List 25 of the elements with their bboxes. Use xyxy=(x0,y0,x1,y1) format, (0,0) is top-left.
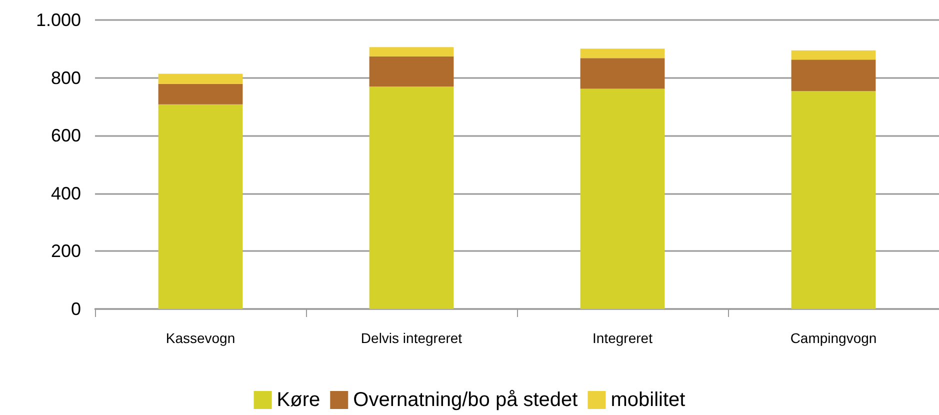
x-tick-label: Integreret xyxy=(592,330,653,346)
bar xyxy=(158,74,243,84)
bar xyxy=(158,104,243,309)
bar xyxy=(791,50,876,60)
y-tick-label: 200 xyxy=(50,241,81,262)
bar xyxy=(580,58,665,89)
y-tick-label: 400 xyxy=(50,183,81,204)
bar xyxy=(369,86,454,309)
x-tick-label: Delvis integreret xyxy=(360,330,462,346)
x-tick-label: Campingvogn xyxy=(790,330,877,346)
bar xyxy=(791,91,876,309)
y-tick-label: 600 xyxy=(50,126,81,146)
bar xyxy=(369,47,454,56)
legend-label: Køre xyxy=(276,389,320,411)
legend-label: mobilitet xyxy=(610,389,686,411)
y-tick-label: 1.000 xyxy=(36,10,81,30)
bar xyxy=(369,56,454,86)
bar xyxy=(580,88,665,309)
bar xyxy=(158,84,243,104)
bar xyxy=(580,48,665,58)
legend-label: Overnatning/bo på stedet xyxy=(353,389,578,411)
x-tick-label: Kassevogn xyxy=(166,330,236,346)
y-tick-label: 0 xyxy=(70,299,81,319)
y-tick-label: 800 xyxy=(50,68,81,88)
bar xyxy=(791,60,876,92)
